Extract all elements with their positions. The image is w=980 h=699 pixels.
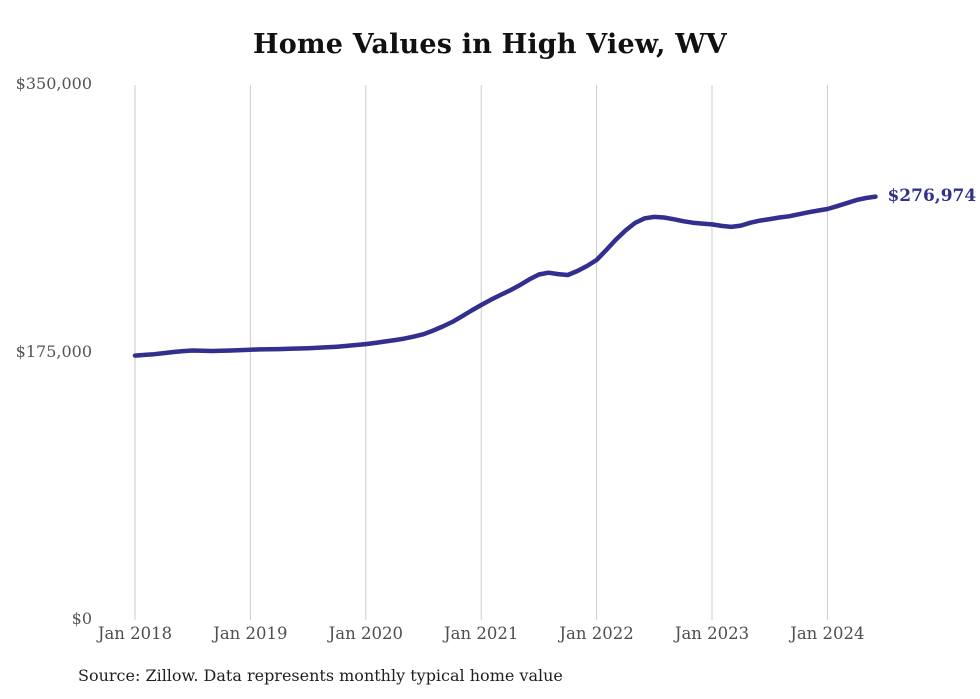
year-gridlines <box>134 85 828 620</box>
x-tick-label-2019: Jan 2019 <box>213 624 288 643</box>
x-tick-label-2024: Jan 2024 <box>790 624 865 643</box>
x-tick-label-2018: Jan 2018 <box>97 624 173 643</box>
chart-title: Home Values in High View, WV <box>253 29 727 60</box>
x-tick-label-2023: Jan 2023 <box>674 624 750 643</box>
y-tick-label-0: $0 <box>71 609 92 628</box>
x-tick-label-2020: Jan 2020 <box>328 624 403 643</box>
x-tick-label-2022: Jan 2022 <box>559 624 634 643</box>
end-value-label: $276,974 <box>887 185 977 206</box>
y-tick-label-350k: $350,000 <box>15 74 92 93</box>
y-tick-label-175k: $175,000 <box>15 341 92 361</box>
x-tick-label-2021: Jan 2021 <box>444 624 519 643</box>
home-value-line <box>132 194 878 358</box>
source-note: Source: Zillow. Data represents monthly … <box>78 666 563 685</box>
